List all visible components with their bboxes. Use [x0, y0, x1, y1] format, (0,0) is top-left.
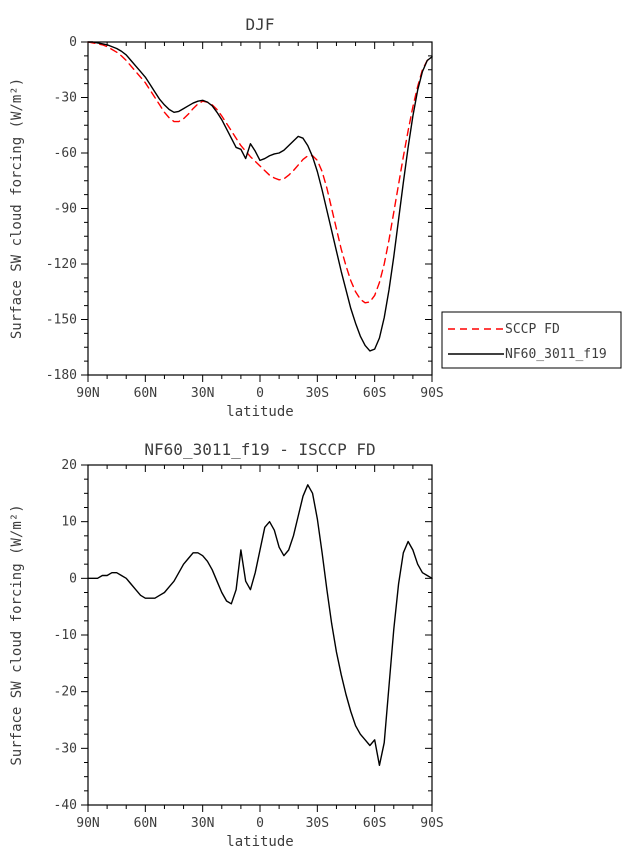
chart-bottom: 90N 60N 30N 0 30S 60S 90S 20 10 0 -10 -20 -30 -40 NF60…	[9, 440, 444, 850]
legend-box	[441, 311, 622, 369]
y-tick-label: -40	[54, 798, 77, 813]
y-tick-label: 0	[69, 35, 77, 50]
y-tick-label: -10	[54, 628, 77, 643]
x-tick-label: 30N	[191, 816, 214, 831]
y-tick-label: -60	[54, 146, 77, 161]
legend-entry-label: NF60_3011_f19	[505, 347, 607, 362]
x-tick-label: 60S	[363, 816, 386, 831]
x-tick-label: 60N	[134, 816, 157, 831]
x-tick-label: 0	[256, 386, 264, 401]
x-tick-label: 90N	[76, 386, 99, 401]
x-tick-label: 30S	[306, 816, 329, 831]
x-tick-label: 90N	[76, 816, 99, 831]
series-line	[87, 41, 433, 304]
x-tick-label: 30N	[191, 386, 214, 401]
chart-top-mount: 90N 60N 30N 0 30S 60S 90S 0 -30 -60 -90 -120 -150 -18…	[0, 0, 623, 430]
x-tick-label: 90S	[420, 386, 443, 401]
y-tick-label: -180	[46, 368, 77, 383]
chart-top: 90N 60N 30N 0 30S 60S 90S 0 -30 -60 -90 -120 -150 -18…	[9, 15, 622, 420]
x-tick-label: 0	[256, 816, 264, 831]
y-tick-label: -150	[46, 313, 77, 328]
y-axis-label: Surface SW cloud forcing (W/m²)	[9, 78, 25, 339]
y-tick-label: -20	[54, 685, 77, 700]
y-tick-label: -120	[46, 257, 77, 272]
series-line	[87, 41, 433, 352]
plot-frame	[87, 41, 433, 376]
y-tick-label: -30	[54, 741, 77, 756]
plot-frame	[87, 464, 433, 806]
chart-title: NF60_3011_f19 - ISCCP FD	[144, 440, 375, 459]
y-tick-label: 10	[61, 515, 77, 530]
y-axis-label: Surface SW cloud forcing (W/m²)	[9, 504, 25, 765]
chart-title: DJF	[246, 15, 275, 34]
y-tick-label: 0	[69, 571, 77, 586]
y-tick-label: -90	[54, 202, 77, 217]
legend-entry-label: SCCP FD	[505, 322, 560, 337]
x-axis-label: latitude	[226, 834, 293, 850]
x-tick-label: 60S	[363, 386, 386, 401]
series-line	[87, 484, 433, 767]
x-tick-label: 90S	[420, 816, 443, 831]
x-tick-label: 30S	[306, 386, 329, 401]
y-tick-label: 20	[61, 458, 77, 473]
y-tick-label: -30	[54, 91, 77, 106]
x-tick-label: 60N	[134, 386, 157, 401]
chart-bottom-mount: 90N 60N 30N 0 30S 60S 90S 20 10 0 -10 -20 -30 -40 NF60…	[0, 430, 623, 862]
x-axis-label: latitude	[226, 404, 293, 420]
